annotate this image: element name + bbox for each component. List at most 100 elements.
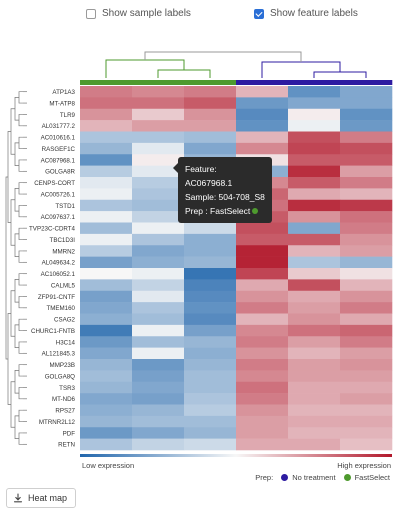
heatmap-cell[interactable] (288, 290, 341, 303)
heatmap-cell[interactable] (80, 245, 133, 257)
heatmap-cell[interactable] (340, 97, 393, 110)
heatmap-cell[interactable] (340, 199, 393, 212)
heatmap-cell[interactable] (132, 279, 185, 292)
heatmap-cell[interactable] (132, 165, 185, 178)
heatmap-cell[interactable] (288, 97, 341, 110)
heatmap-cell[interactable] (288, 302, 341, 314)
heatmap-cell[interactable] (132, 245, 185, 257)
heatmap-cell[interactable] (340, 211, 393, 223)
heatmap-cell[interactable] (132, 370, 185, 383)
heatmap-cell[interactable] (288, 233, 341, 246)
heatmap-cell[interactable] (340, 256, 393, 269)
heatmap-cell[interactable] (132, 154, 185, 166)
heatmap-cell[interactable] (132, 347, 185, 360)
heatmap-cell[interactable] (80, 415, 133, 428)
heatmap-cell[interactable] (236, 120, 289, 132)
heatmap-cell[interactable] (340, 188, 393, 201)
heatmap-cell[interactable] (288, 336, 341, 348)
heatmap-cell[interactable] (236, 97, 289, 110)
heatmap-cell[interactable] (236, 290, 289, 303)
heatmap-cell[interactable] (132, 108, 185, 121)
heatmap-cell[interactable] (80, 256, 133, 269)
heatmap-cell[interactable] (340, 233, 393, 246)
heatmap-cell[interactable] (340, 302, 393, 314)
heatmap-cell[interactable] (288, 108, 341, 121)
sample-labels-checkbox[interactable] (86, 8, 96, 19)
heatmap-cell[interactable] (288, 120, 341, 132)
heatmap-cell[interactable] (288, 188, 341, 201)
heatmap-cell[interactable] (288, 268, 341, 280)
heatmap-cell[interactable] (80, 313, 133, 326)
heatmap-cell[interactable] (184, 415, 237, 428)
heatmap-cell[interactable] (288, 359, 341, 371)
heatmap-cell[interactable] (340, 290, 393, 303)
heatmap-cell[interactable] (184, 290, 237, 303)
heatmap-cell[interactable] (184, 336, 237, 348)
heatmap-cell[interactable] (184, 370, 237, 383)
heatmap-cell[interactable] (340, 268, 393, 280)
heatmap-cell[interactable] (132, 188, 185, 201)
heatmap-cell[interactable] (288, 324, 341, 337)
heatmap-cell[interactable] (288, 131, 341, 144)
heatmap-cell[interactable] (288, 404, 341, 417)
heatmap-cell[interactable] (288, 415, 341, 428)
heatmap-cell[interactable] (80, 222, 133, 235)
heatmap-cell[interactable] (184, 313, 237, 326)
heatmap-cell[interactable] (80, 404, 133, 417)
heatmap-cell[interactable] (80, 108, 133, 121)
heatmap-cell[interactable] (184, 438, 237, 451)
heatmap-cell[interactable] (236, 381, 289, 394)
heatmap-cell[interactable] (236, 404, 289, 417)
heatmap-cell[interactable] (184, 120, 237, 132)
heatmap-cell[interactable] (132, 268, 185, 280)
heatmap-cell[interactable] (132, 199, 185, 212)
heatmap-cell[interactable] (80, 268, 133, 280)
heatmap-cell[interactable] (236, 313, 289, 326)
heatmap-cell[interactable] (288, 177, 341, 189)
heatmap-cell[interactable] (80, 165, 133, 178)
heatmap-cell[interactable] (80, 233, 133, 246)
heatmap-cell[interactable] (236, 427, 289, 439)
heatmap-cell[interactable] (288, 256, 341, 269)
heatmap-cell[interactable] (236, 324, 289, 337)
heatmap-cell[interactable] (184, 347, 237, 360)
heatmap-cell[interactable] (340, 177, 393, 189)
heatmap-cell[interactable] (184, 97, 237, 110)
heatmap-cell[interactable] (184, 222, 237, 235)
heatmap-cell[interactable] (340, 336, 393, 348)
heatmap-cell[interactable] (288, 245, 341, 257)
heatmap-cell[interactable] (236, 415, 289, 428)
heatmap-cell[interactable] (340, 393, 393, 405)
heatmap-cell[interactable] (184, 404, 237, 417)
heatmap-cell[interactable] (340, 370, 393, 383)
heatmap-cell[interactable] (340, 120, 393, 132)
heatmap-cell[interactable] (132, 427, 185, 439)
heatmap-cell[interactable] (80, 279, 133, 292)
heatmap-cell[interactable] (288, 347, 341, 360)
heatmap-cell[interactable] (236, 336, 289, 348)
heatmap-cell[interactable] (80, 438, 133, 451)
heatmap-cell[interactable] (132, 359, 185, 371)
heatmap-cell[interactable] (80, 347, 133, 360)
heatmap-cell[interactable] (340, 279, 393, 292)
heatmap-cell[interactable] (132, 177, 185, 189)
heatmap-cell[interactable] (80, 86, 133, 98)
heatmap-cell[interactable] (236, 86, 289, 98)
heatmap-cell[interactable] (236, 438, 289, 451)
heatmap-cell[interactable] (184, 142, 237, 155)
heatmap-cell[interactable] (80, 290, 133, 303)
heatmap-cell[interactable] (132, 324, 185, 337)
heatmap-cell[interactable] (236, 359, 289, 371)
heatmap-cell[interactable] (340, 313, 393, 326)
heatmap-cell[interactable] (184, 393, 237, 405)
heatmap-cell[interactable] (132, 97, 185, 110)
heatmap-cell[interactable] (288, 199, 341, 212)
heatmap-cell[interactable] (340, 415, 393, 428)
heatmap-cell[interactable] (236, 347, 289, 360)
heatmap-cell[interactable] (184, 268, 237, 280)
heatmap-cell[interactable] (80, 131, 133, 144)
heatmap-cell[interactable] (184, 359, 237, 371)
heatmap-cell[interactable] (340, 154, 393, 166)
heatmap-cell[interactable] (80, 381, 133, 394)
heatmap-cell[interactable] (340, 404, 393, 417)
